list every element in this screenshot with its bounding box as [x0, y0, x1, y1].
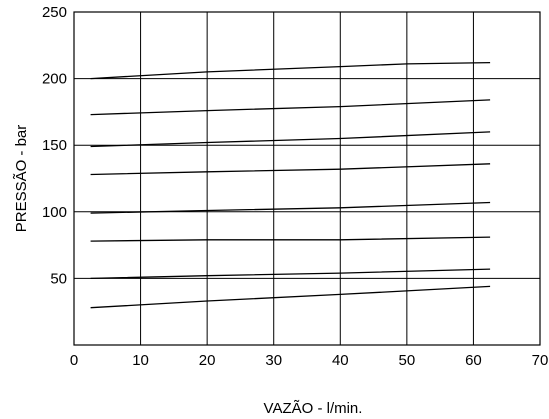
series-line-4 — [90, 163, 491, 176]
x-tick-label: 10 — [132, 352, 149, 369]
series-line-8 — [90, 285, 491, 309]
series-line-7 — [90, 268, 491, 280]
x-tick-label: 40 — [332, 352, 349, 369]
y-tick-label: 50 — [50, 270, 67, 287]
x-tick-label: 0 — [70, 352, 78, 369]
x-tick-label: 60 — [465, 352, 482, 369]
y-tick-label: 100 — [42, 204, 67, 221]
x-tick-label: 30 — [265, 352, 282, 369]
series-line-6 — [90, 236, 491, 242]
y-tick-label: 150 — [42, 137, 67, 154]
x-tick-label: 50 — [399, 352, 416, 369]
y-tick-label: 250 — [42, 4, 67, 21]
series-line-2 — [90, 99, 491, 116]
y-axis-label: PRESSÃO - bar — [13, 125, 30, 233]
y-tick-labels: 50 100 150 200 250 — [42, 4, 67, 287]
y-tick-label: 200 — [42, 71, 67, 88]
x-tick-label: 70 — [532, 352, 549, 369]
series-line-5 — [90, 201, 491, 214]
x-axis-label: VAZÃO - l/min. — [264, 400, 363, 417]
x-tick-labels: 0 10 20 30 40 50 60 70 — [70, 352, 549, 369]
plot-frame — [73, 11, 541, 346]
grid-lines — [74, 12, 540, 345]
series-line-3 — [90, 131, 491, 148]
x-tick-label: 20 — [199, 352, 216, 369]
series-line-1 — [90, 61, 491, 80]
series-lines — [90, 61, 491, 309]
